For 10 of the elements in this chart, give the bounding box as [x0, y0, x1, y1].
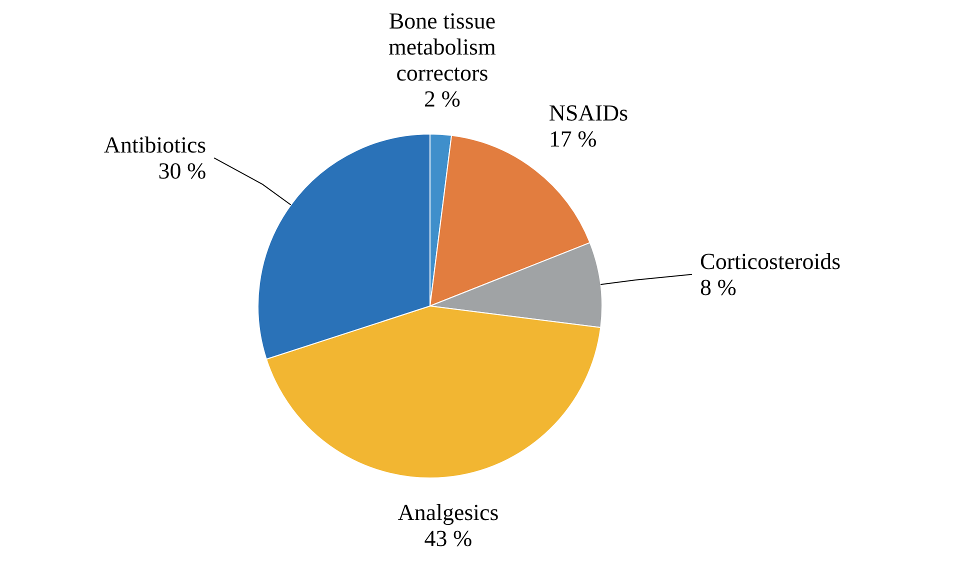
slice-label: Corticosteroids	[700, 249, 841, 274]
slice-label: Analgesics	[398, 500, 499, 525]
data-label: 43 %	[424, 526, 472, 551]
slice-label: Bone tissue metabolism correctors	[388, 8, 496, 86]
data-label: 2 %	[424, 86, 460, 112]
slice-label: NSAIDs	[548, 100, 628, 126]
data-label: 30 %	[158, 158, 206, 184]
data-label: 17 %	[548, 126, 597, 152]
data-label: 8 %	[700, 275, 736, 300]
slice-label: Antibiotics	[104, 132, 206, 158]
